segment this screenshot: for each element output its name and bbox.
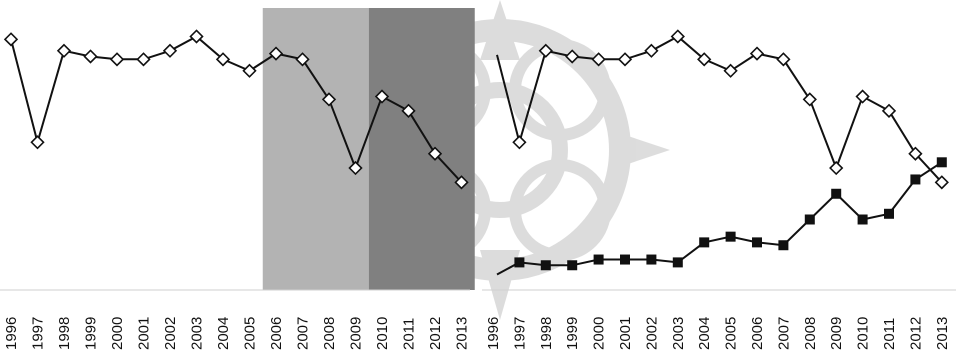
data-point-0-2009	[829, 160, 844, 176]
x-tick-label: 2005	[242, 317, 259, 350]
x-tick-label: 2006	[268, 317, 285, 350]
x-tick-label: 1999	[564, 317, 581, 350]
x-tick-label: 2004	[696, 317, 713, 350]
data-point-0-2004	[215, 52, 231, 67]
x-tick-label: 2011	[881, 318, 898, 350]
x-tick-label: 2008	[321, 317, 338, 350]
x-tick-label: 2012	[907, 317, 924, 350]
data-point-0-2008	[802, 92, 817, 107]
data-point-0-2004	[697, 52, 712, 67]
x-tick-label: 2007	[775, 317, 792, 350]
data-point-0-2001	[136, 52, 151, 67]
x-tick-label: 2011	[401, 318, 418, 350]
data-point-0-2011	[881, 103, 897, 118]
x-tick-label: 2003	[189, 317, 206, 350]
x-tick-label: 2010	[855, 317, 872, 350]
data-point-0-2007	[295, 52, 310, 67]
x-tick-label: 1998	[56, 317, 73, 350]
data-point-0-2007	[776, 52, 791, 67]
data-point-0-2006	[749, 46, 765, 61]
x-tick-label: 2002	[643, 317, 660, 350]
x-tick-label: 2009	[348, 317, 365, 350]
data-point-0-2011	[401, 103, 416, 118]
x-tick-label: 2001	[136, 317, 153, 350]
series-markers	[512, 29, 949, 271]
data-point-1-1998	[540, 260, 551, 271]
data-point-0-1998	[56, 43, 72, 58]
data-point-0-2005	[723, 63, 738, 78]
x-tick-label: 2001	[617, 317, 634, 350]
data-point-0-1999	[565, 49, 580, 64]
data-point-0-2010	[855, 89, 870, 104]
data-point-0-2003	[670, 29, 685, 44]
x-tick-label: 1997	[511, 317, 528, 350]
data-point-0-2009	[348, 160, 363, 176]
data-point-0-1997	[30, 135, 45, 150]
x-tick-label: 2003	[670, 317, 687, 350]
data-point-1-2003	[672, 257, 683, 268]
data-point-1-1999	[567, 260, 578, 271]
data-point-0-2006	[268, 46, 284, 61]
x-tick-label: 2008	[802, 317, 819, 350]
x-tick-label: 2006	[749, 317, 766, 350]
data-point-1-2001	[620, 254, 630, 265]
x-tick-label: 2013	[454, 317, 471, 350]
x-tick-label: 2004	[215, 317, 232, 350]
x-tick-label: 2012	[427, 317, 444, 350]
x-tick-label: 2010	[374, 317, 391, 350]
data-point-0-2013	[454, 175, 469, 190]
data-point-0-2003	[189, 29, 204, 44]
data-point-0-2002	[162, 43, 178, 58]
shaded-periods	[262, 8, 475, 290]
data-point-1-2002	[646, 254, 657, 265]
x-tick-label: 2000	[591, 317, 608, 350]
data-point-0-1997	[512, 135, 527, 150]
right-chart: 1996 1997 1998 1999 2000 2001 2002 2003 2004 2005…	[482, 29, 956, 350]
data-point-1-2008	[804, 214, 815, 225]
left-chart: 1996 1997 1998 1999 2000 2001 2002 2003 2004 2005…	[0, 8, 475, 350]
data-point-1-2000	[593, 254, 604, 265]
data-point-1-2006	[752, 237, 762, 248]
x-axis: 1996 1997 1998 1999 2000 2001 2002 2003 2004 2005…	[0, 289, 471, 350]
x-tick-label: 1996	[3, 317, 20, 350]
data-point-1-2007	[778, 240, 789, 251]
data-point-0-1998	[538, 43, 553, 58]
data-point-0-1999	[83, 49, 98, 64]
series-markers	[3, 29, 469, 190]
x-tick-label: 2013	[934, 317, 951, 350]
x-tick-label: 2009	[828, 317, 845, 350]
data-point-1-2009	[831, 188, 842, 199]
data-point-1-2012	[910, 174, 921, 185]
x-tick-label: 1998	[538, 317, 555, 350]
x-tick-label: 2007	[295, 317, 312, 350]
data-point-0-2012	[908, 146, 923, 161]
data-point-0-1996	[3, 32, 19, 47]
x-tick-label: 1997	[30, 317, 47, 350]
data-point-0-2008	[321, 92, 337, 107]
x-tick-label: 1996	[485, 317, 502, 350]
data-point-1-2004	[699, 237, 710, 248]
data-point-1-2013	[936, 157, 947, 168]
data-point-0-2000	[591, 52, 606, 67]
data-point-0-2013	[934, 175, 949, 190]
data-point-1-2011	[884, 208, 894, 219]
data-point-0-2010	[374, 89, 390, 104]
x-axis: 1996 1997 1998 1999 2000 2001 2002 2003 2004 2005…	[482, 289, 956, 350]
data-point-0-2001	[617, 52, 633, 67]
data-point-0-2000	[109, 52, 125, 67]
data-point-1-1997	[514, 257, 525, 268]
data-point-0-2005	[242, 63, 257, 78]
x-tick-label: 2005	[723, 317, 740, 350]
data-point-1-2005	[725, 231, 736, 242]
x-tick-label: 1999	[83, 317, 100, 350]
data-point-0-2012	[427, 146, 443, 161]
data-point-0-2002	[644, 43, 659, 58]
x-tick-label: 2000	[109, 317, 126, 350]
x-tick-label: 2002	[162, 317, 179, 350]
shaded-region-1	[368, 8, 475, 290]
data-point-1-2010	[857, 214, 868, 225]
